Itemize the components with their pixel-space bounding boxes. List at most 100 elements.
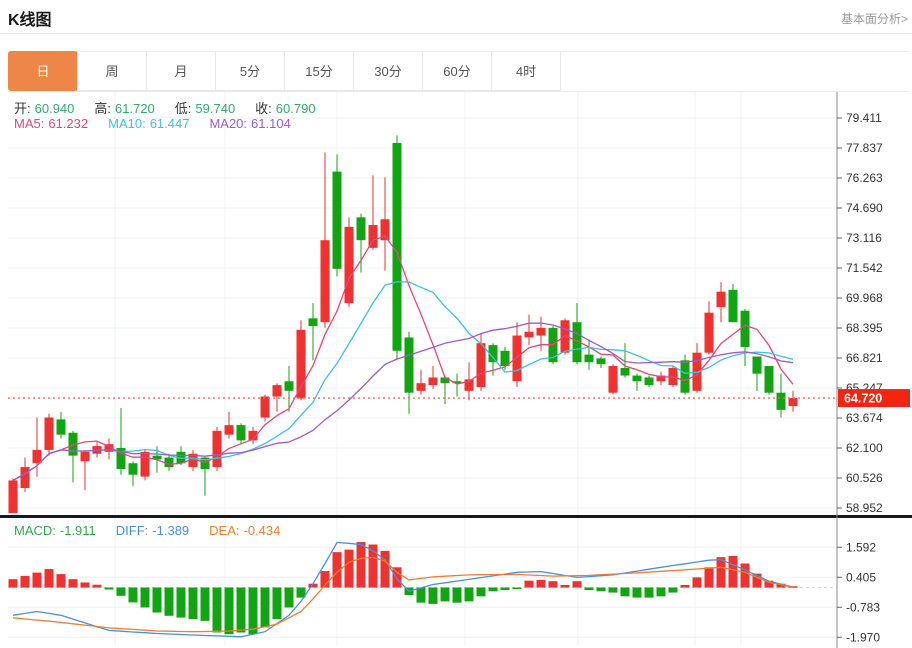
candle-body [704,312,714,353]
macd-bar [320,571,330,588]
ma10-line [12,281,794,481]
macd-bar [452,587,462,603]
macd-bar [8,579,18,588]
candle-body [788,398,798,407]
candle-body [224,425,234,435]
candle-body [212,430,222,468]
ohlc-row-label: 高: [94,101,112,116]
ohlc-row-label: 低: [174,101,192,116]
macd-row-label: DEA: [209,523,240,538]
macd-bar [524,580,534,588]
candle-body [284,381,294,391]
macd-row-value: -0.434 [243,523,281,538]
candle-body [356,217,366,241]
macd-bar [656,587,666,597]
candle-body [776,392,786,410]
current-price-badge-label: 64.720 [844,392,882,406]
candle-body [440,377,450,384]
macd-bar [716,557,726,588]
dea-line [12,556,794,633]
candle-body [272,385,282,397]
price-tick-label: 74.690 [846,201,883,215]
price-tick-label: 60.526 [846,471,883,485]
candle-body [488,345,498,363]
macd-bar [608,587,618,593]
candle-body [332,171,342,269]
macd-bar [272,587,282,620]
ohlc-row-value: 59.740 [195,101,236,116]
candle-body [524,331,534,338]
kline-chart[interactable]: 79.411 77.837 76.263 74.690 73.116 71.542 69.9… [0,92,912,648]
macd-bar [644,587,654,598]
candle-body [500,350,510,367]
macd-bar [56,574,66,588]
tab-周[interactable]: 周 [77,51,147,91]
candle-body [320,240,330,323]
candle-body [152,455,162,460]
diff-line [12,541,794,638]
macd-bar [752,573,762,588]
macd-bar [776,583,786,588]
macd-bar [176,587,186,618]
interval-tabbar: 日周月 5分 15分 30分 60分 4时 [8,51,561,91]
ohlc-row-label: 收: [255,101,272,116]
tab-日[interactable]: 日 [8,51,78,91]
tab-4时[interactable]: 4时 [491,51,561,91]
candle-body [392,142,402,351]
macd-histogram [8,542,798,635]
macd-bar [68,579,78,588]
tab-5分[interactable]: 5分 [215,51,285,91]
ohlc-row-value: 60.940 [34,101,75,116]
price-tick-label: 73.116 [846,231,882,245]
price-tick-label: 79.411 [846,111,882,125]
candle-body [512,335,522,382]
macd-bar [728,555,738,588]
tab-15分[interactable]: 15分 [284,51,354,91]
macd-bar [740,563,750,588]
macd-bar [260,587,270,628]
macd-bar [596,587,606,592]
macd-overlay: MACD: -1.911 DIFF: -1.389 DEA: -0.434 [14,523,300,538]
candle-body [200,457,210,469]
ma-overlay: MA5: 61.232 MA10: 61.447 MA20: 61.104 [14,116,311,131]
macd-bar [764,580,774,588]
ohlc-row-value: 60.790 [275,101,316,116]
macd-bar [620,587,630,597]
macd-bar [428,587,438,604]
candle-body [32,449,42,464]
macd-bar [140,587,150,608]
macd-bar [104,587,114,590]
ma-row-label: MA5: [14,116,45,131]
candle-body [680,360,690,393]
candle-body [140,451,150,477]
header-divider [0,33,912,34]
price-tick-label: 68.395 [846,321,883,335]
ma5-line [12,235,794,481]
macd-bar [440,587,450,602]
macd-bar [236,587,246,633]
macd-bar [668,587,678,593]
macd-bar [536,579,546,588]
tab-60分[interactable]: 60分 [422,51,492,91]
candle-body [128,463,138,475]
macd-tick-label: 0.405 [846,570,876,584]
macd-bar [356,542,366,588]
macd-row-label: DIFF: [115,523,149,538]
ma-row-value: 61.447 [149,116,190,131]
macd-bar [344,549,354,588]
price-tick-label: 62.100 [846,441,883,455]
candle-body [296,329,306,399]
current-price-badge [838,389,910,408]
macd-bar [548,581,558,588]
macd-bar [44,569,54,588]
fundamental-analysis-link[interactable]: 基本面分析> [840,12,908,26]
macd-bar [632,587,642,598]
tab-月[interactable]: 月 [146,51,216,91]
candle-body [176,451,186,464]
price-tick-label: 69.968 [846,291,883,305]
macd-bar [188,587,198,620]
panel-divider [0,515,912,518]
tab-30分[interactable]: 30分 [353,51,423,91]
candle-body [80,451,90,462]
candle-body [452,381,462,384]
